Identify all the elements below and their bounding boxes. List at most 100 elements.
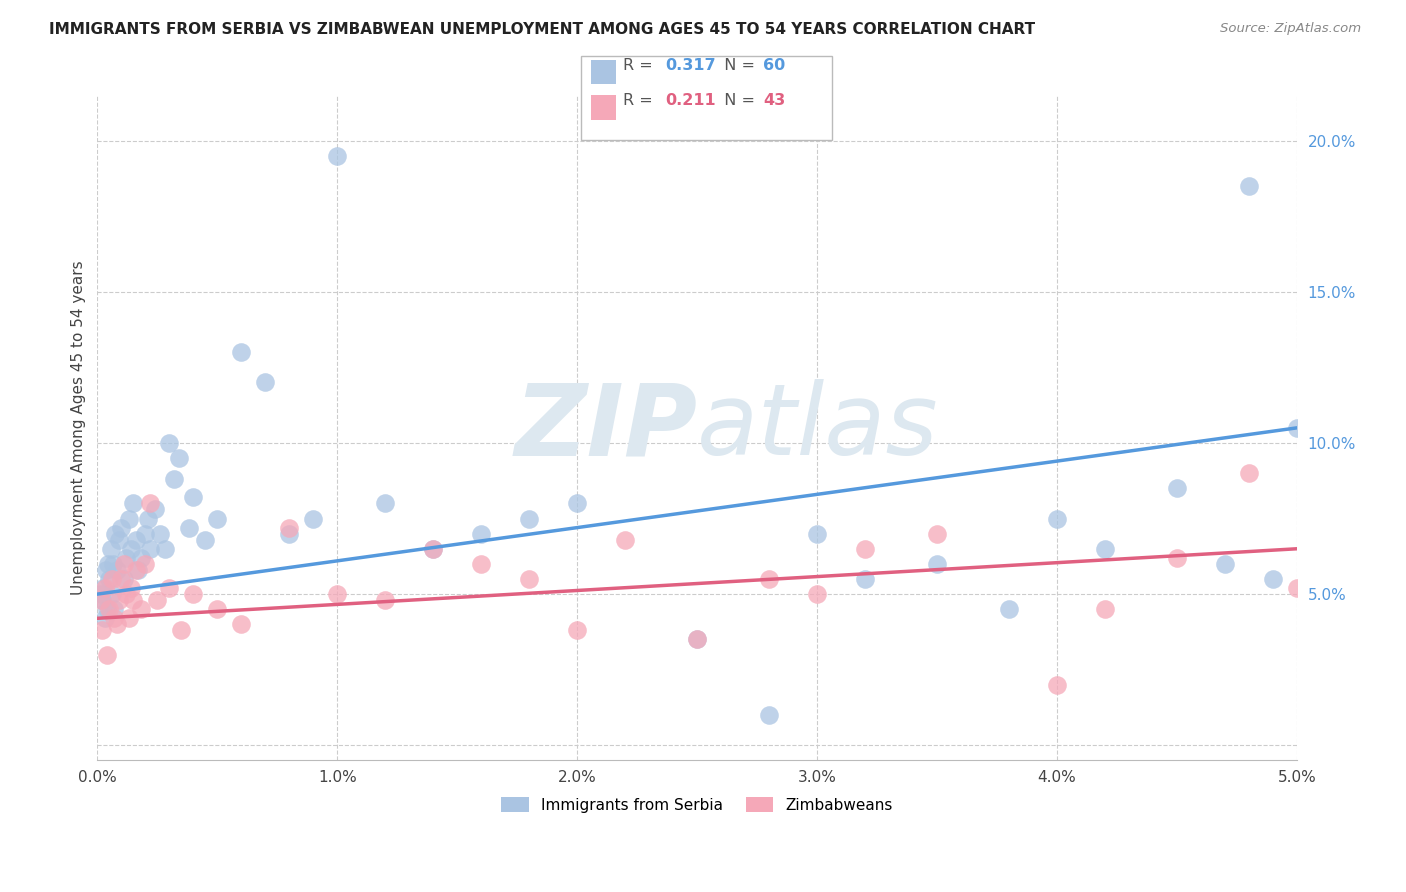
Point xyxy=(207,602,229,616)
Point xyxy=(98,602,121,616)
Point xyxy=(806,526,828,541)
Point xyxy=(927,526,949,541)
Point xyxy=(183,491,205,505)
Point xyxy=(231,617,253,632)
Point xyxy=(758,572,780,586)
Point xyxy=(1286,421,1309,435)
Point xyxy=(157,436,180,450)
Point xyxy=(194,533,217,547)
Point xyxy=(110,520,132,534)
Text: N =: N = xyxy=(714,58,761,72)
Point xyxy=(278,526,301,541)
Text: R =: R = xyxy=(623,58,658,72)
Point xyxy=(136,511,159,525)
Point xyxy=(139,496,162,510)
Point xyxy=(853,541,876,556)
Point xyxy=(853,572,876,586)
Point xyxy=(806,587,828,601)
Point xyxy=(1094,541,1116,556)
Point xyxy=(254,376,277,390)
Point xyxy=(517,572,540,586)
Text: 43: 43 xyxy=(763,94,786,108)
Point xyxy=(614,533,637,547)
Point xyxy=(103,602,125,616)
Point xyxy=(686,632,709,647)
Point xyxy=(1094,602,1116,616)
Point xyxy=(231,345,253,359)
Point xyxy=(374,593,396,607)
Point xyxy=(139,541,162,556)
Point xyxy=(91,593,114,607)
Point xyxy=(110,572,132,586)
Point xyxy=(125,563,148,577)
Point xyxy=(567,624,589,638)
Point xyxy=(94,563,117,577)
Point xyxy=(470,557,492,571)
Text: 0.317: 0.317 xyxy=(665,58,716,72)
Point xyxy=(96,648,118,662)
Point xyxy=(98,572,121,586)
Point xyxy=(117,511,139,525)
Point xyxy=(100,572,122,586)
Point xyxy=(127,563,149,577)
Point xyxy=(91,624,114,638)
Point xyxy=(1286,581,1309,595)
Text: N =: N = xyxy=(714,94,761,108)
Point xyxy=(1261,572,1284,586)
Point xyxy=(100,587,122,601)
Point xyxy=(93,611,115,625)
Point xyxy=(927,557,949,571)
Point xyxy=(129,602,152,616)
Point xyxy=(100,541,122,556)
Point xyxy=(1213,557,1236,571)
Point xyxy=(153,541,176,556)
Legend: Immigrants from Serbia, Zimbabweans: Immigrants from Serbia, Zimbabweans xyxy=(502,797,893,813)
Point xyxy=(105,563,128,577)
Point xyxy=(90,587,112,601)
Point xyxy=(108,593,131,607)
Point xyxy=(122,593,145,607)
Point xyxy=(149,526,172,541)
Point xyxy=(326,149,349,163)
Point xyxy=(567,496,589,510)
Point xyxy=(104,526,127,541)
Point xyxy=(115,587,138,601)
Point xyxy=(1237,466,1260,480)
Point xyxy=(93,581,115,595)
Point xyxy=(1046,678,1069,692)
Point xyxy=(117,611,139,625)
Point xyxy=(115,550,138,565)
Point xyxy=(326,587,349,601)
Text: 0.211: 0.211 xyxy=(665,94,716,108)
Point xyxy=(146,593,169,607)
Y-axis label: Unemployment Among Ages 45 to 54 years: Unemployment Among Ages 45 to 54 years xyxy=(72,260,86,595)
Point xyxy=(422,541,444,556)
Point xyxy=(122,496,145,510)
Point xyxy=(422,541,444,556)
Point xyxy=(112,557,135,571)
Text: IMMIGRANTS FROM SERBIA VS ZIMBABWEAN UNEMPLOYMENT AMONG AGES 45 TO 54 YEARS CORR: IMMIGRANTS FROM SERBIA VS ZIMBABWEAN UNE… xyxy=(49,22,1035,37)
Point xyxy=(1046,511,1069,525)
Point xyxy=(93,581,115,595)
Point xyxy=(120,541,142,556)
Point xyxy=(302,511,325,525)
Point xyxy=(97,557,120,571)
Text: ZIP: ZIP xyxy=(515,379,697,476)
Point xyxy=(96,602,118,616)
Point xyxy=(1237,178,1260,193)
Point xyxy=(167,451,190,466)
Point xyxy=(105,617,128,632)
Text: 60: 60 xyxy=(763,58,786,72)
Point xyxy=(170,624,193,638)
Point xyxy=(1166,550,1188,565)
Point xyxy=(278,520,301,534)
Point xyxy=(207,511,229,525)
Point xyxy=(470,526,492,541)
Point xyxy=(125,533,148,547)
Text: Source: ZipAtlas.com: Source: ZipAtlas.com xyxy=(1220,22,1361,36)
Point xyxy=(108,533,131,547)
Text: R =: R = xyxy=(623,94,658,108)
Point xyxy=(143,502,166,516)
Point xyxy=(120,581,142,595)
Point xyxy=(90,593,112,607)
